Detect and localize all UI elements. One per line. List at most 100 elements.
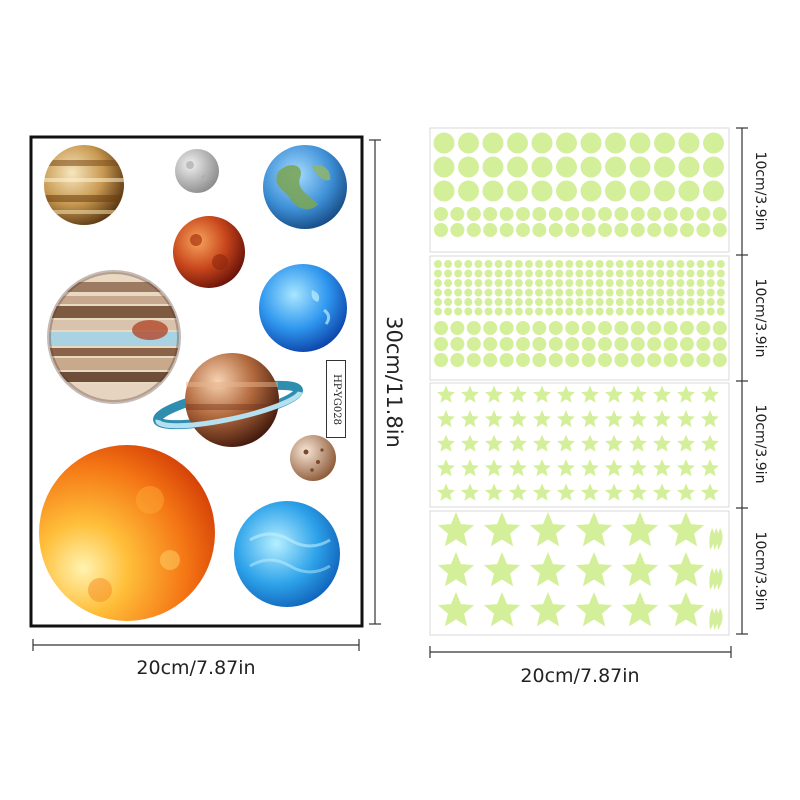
glow-star-small bbox=[701, 459, 719, 477]
glow-dot-medium bbox=[434, 337, 448, 351]
glow-dot-large bbox=[556, 156, 577, 178]
glow-dot-small bbox=[625, 298, 634, 306]
glow-dot-medium bbox=[680, 353, 694, 367]
glow-dot-small bbox=[464, 269, 473, 278]
glow-dot-medium bbox=[712, 223, 727, 237]
glow-dot-small bbox=[535, 288, 543, 297]
glow-dot-medium bbox=[532, 207, 547, 221]
glow-dot-small bbox=[706, 260, 715, 268]
glow-star-small bbox=[533, 483, 551, 501]
glow-star-large bbox=[575, 512, 613, 547]
glow-dot-small bbox=[666, 307, 675, 316]
glow-star-small bbox=[485, 385, 503, 403]
glow-dot-small bbox=[494, 279, 503, 287]
glow-dot-medium bbox=[598, 353, 612, 367]
glow-dot-large bbox=[482, 180, 504, 202]
glow-dot-medium bbox=[516, 207, 530, 221]
glow-star-small bbox=[581, 434, 599, 452]
glow-dot-medium bbox=[499, 337, 514, 351]
planet-uranus bbox=[234, 501, 340, 607]
glow-dot-small bbox=[686, 260, 695, 268]
glow-star-large bbox=[621, 512, 659, 547]
glow-dot-medium bbox=[696, 207, 711, 221]
glow-star-small bbox=[485, 434, 503, 452]
glow-dot-small bbox=[454, 288, 463, 297]
glow-dot-medium bbox=[483, 207, 498, 221]
glow-dot-large bbox=[458, 180, 479, 202]
glow-star-small bbox=[581, 459, 599, 477]
glow-dot-small bbox=[454, 279, 463, 287]
planet-jupiter bbox=[47, 270, 181, 404]
glow-dot-small bbox=[504, 279, 513, 287]
glow-dot-medium bbox=[434, 353, 448, 367]
glow-star-small bbox=[437, 385, 455, 403]
glow-dot-small bbox=[474, 307, 483, 316]
glow-star-small bbox=[557, 410, 575, 428]
glow-dot-small bbox=[444, 288, 453, 297]
glow-dot-small bbox=[484, 288, 493, 297]
glow-dot-small bbox=[474, 269, 483, 278]
glow-dot-small bbox=[595, 298, 604, 306]
glow-star-small bbox=[677, 410, 695, 428]
glow-dot-medium bbox=[614, 321, 629, 335]
glow-star-small bbox=[605, 385, 623, 403]
glow-dot-small bbox=[716, 260, 725, 268]
glow-dot-small bbox=[545, 269, 554, 278]
glow-dot-large bbox=[556, 132, 577, 154]
glow-dot-small bbox=[625, 279, 634, 287]
glow-dot-small bbox=[494, 298, 503, 306]
glow-dot-small bbox=[494, 269, 503, 278]
glow-star-small bbox=[677, 434, 695, 452]
glow-dot-small bbox=[454, 307, 463, 316]
glow-dot-medium bbox=[663, 207, 678, 221]
glow-dot-small bbox=[494, 260, 503, 268]
glow-dot-small bbox=[545, 279, 554, 287]
glow-star-small bbox=[461, 434, 479, 452]
glow-dot-small bbox=[595, 307, 604, 316]
glow-dot-medium bbox=[565, 321, 580, 335]
glow-dot-medium bbox=[630, 223, 645, 237]
glow-dot-small bbox=[524, 298, 533, 306]
glow-dot-small bbox=[605, 288, 614, 297]
planet-sun bbox=[39, 445, 215, 621]
glow-dot-medium bbox=[630, 321, 645, 335]
glow-dot-small bbox=[434, 260, 442, 268]
glow-dot-small bbox=[575, 260, 584, 268]
glow-star-small bbox=[485, 410, 503, 428]
glow-star-small bbox=[701, 410, 719, 428]
glow-star-small bbox=[509, 459, 527, 477]
glow-dot-large bbox=[482, 156, 504, 178]
glow-dot-small bbox=[474, 298, 483, 306]
right-width-dimension bbox=[429, 646, 732, 658]
glow-star-large bbox=[575, 592, 613, 627]
glow-star-small bbox=[701, 385, 719, 403]
glow-star-small bbox=[485, 483, 503, 501]
glow-star-small bbox=[533, 385, 551, 403]
glow-dot-large bbox=[531, 132, 553, 154]
glow-dot-small bbox=[615, 288, 624, 297]
glow-star-large bbox=[437, 512, 475, 547]
glow-dot-small bbox=[535, 260, 543, 268]
glow-dot-small bbox=[605, 298, 614, 306]
glow-dot-large bbox=[507, 180, 528, 202]
glow-dot-medium bbox=[466, 337, 481, 351]
glow-dot-small bbox=[696, 269, 705, 278]
glow-dot-medium bbox=[532, 353, 547, 367]
glow-comet bbox=[713, 528, 719, 550]
glow-dot-small bbox=[676, 307, 685, 316]
glow-dot-medium bbox=[483, 337, 498, 351]
glow-dot-medium bbox=[663, 321, 678, 335]
glow-dot-large bbox=[458, 156, 479, 178]
planet-mercury bbox=[290, 435, 336, 481]
glow-dot-small bbox=[666, 288, 675, 297]
glow-dot-small bbox=[636, 269, 644, 278]
glow-dot-medium bbox=[450, 337, 465, 351]
glow-dot-small bbox=[555, 279, 564, 287]
glow-dot-medium bbox=[450, 321, 465, 335]
glow-dot-large bbox=[654, 132, 675, 154]
glow-dot-large bbox=[605, 156, 626, 178]
glow-dot-large bbox=[531, 180, 553, 202]
glow-star-small bbox=[653, 483, 671, 501]
glow-star-small bbox=[605, 410, 623, 428]
glow-dot-small bbox=[474, 279, 483, 287]
